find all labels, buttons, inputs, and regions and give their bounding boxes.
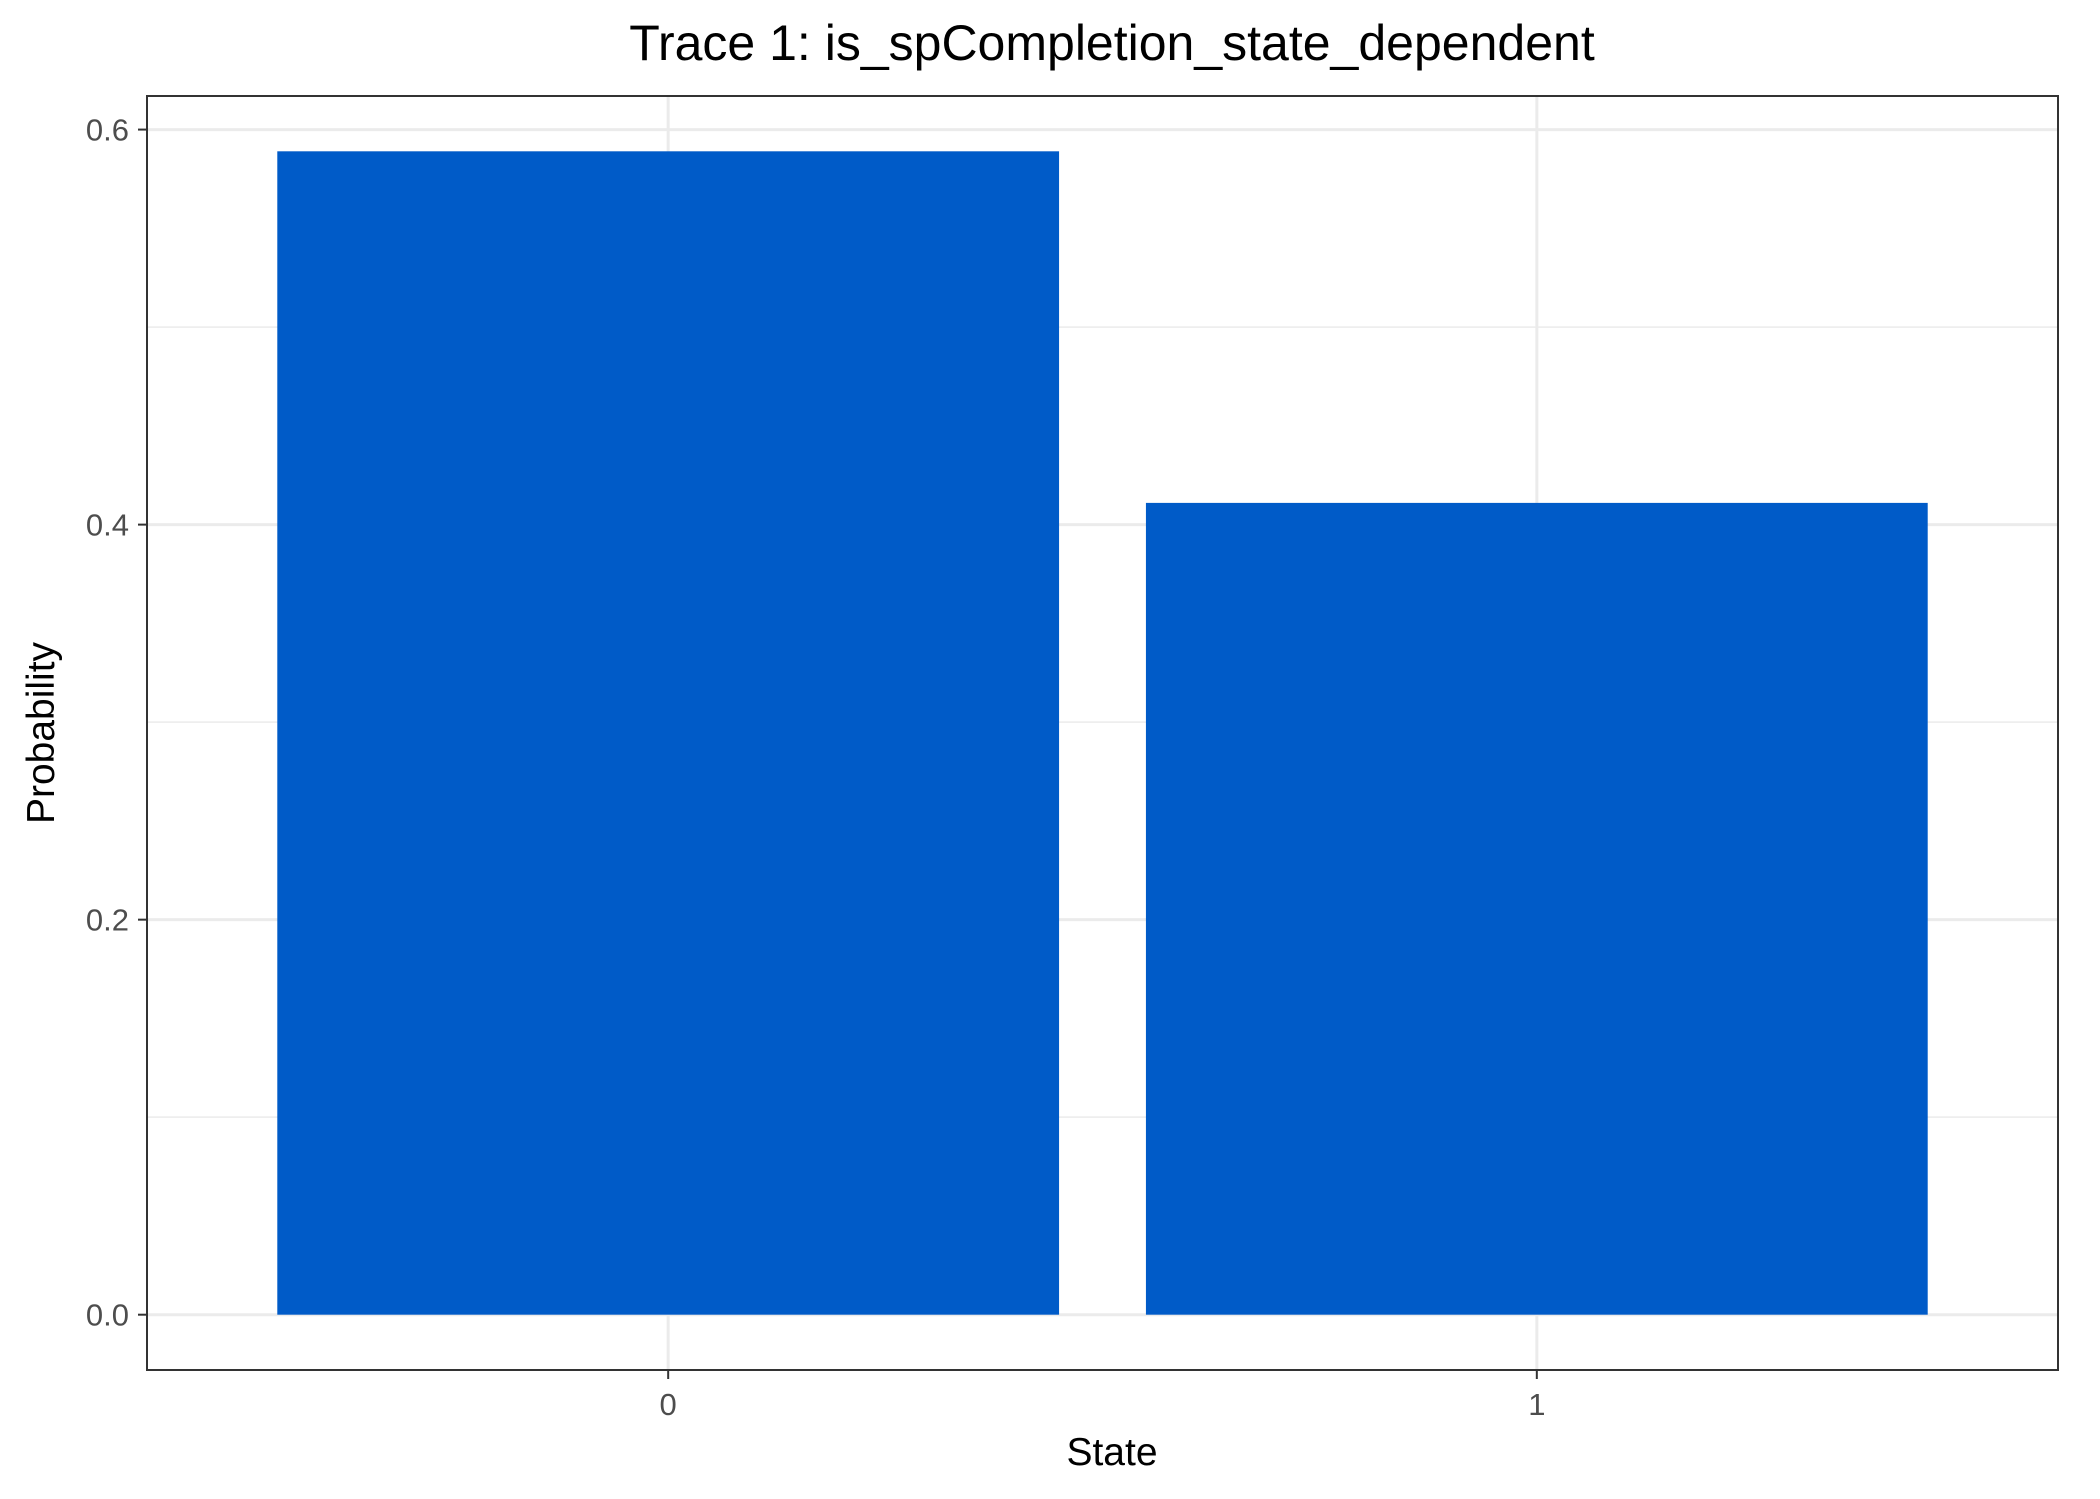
y-axis-title: Probability [20, 641, 63, 824]
x-tick-label: 0 [660, 1387, 677, 1422]
y-tick-label: 0.0 [86, 1298, 129, 1333]
y-tick-label: 0.4 [86, 508, 129, 543]
y-tick-label: 0.2 [86, 903, 129, 938]
bar-state-1 [1145, 502, 1928, 1315]
bar-state-0 [277, 151, 1060, 1315]
x-tick-label: 1 [1528, 1387, 1545, 1422]
plot-panel-border [146, 95, 2059, 1371]
y-tick-label: 0.6 [86, 113, 129, 148]
bars [277, 151, 1928, 1315]
y-axis: 0.0 0.2 0.4 0.6 [86, 113, 147, 1333]
x-axis-title: State [1066, 1431, 1157, 1474]
chart-title: Trace 1: is_spCompletion_state_dependent [629, 15, 1595, 71]
